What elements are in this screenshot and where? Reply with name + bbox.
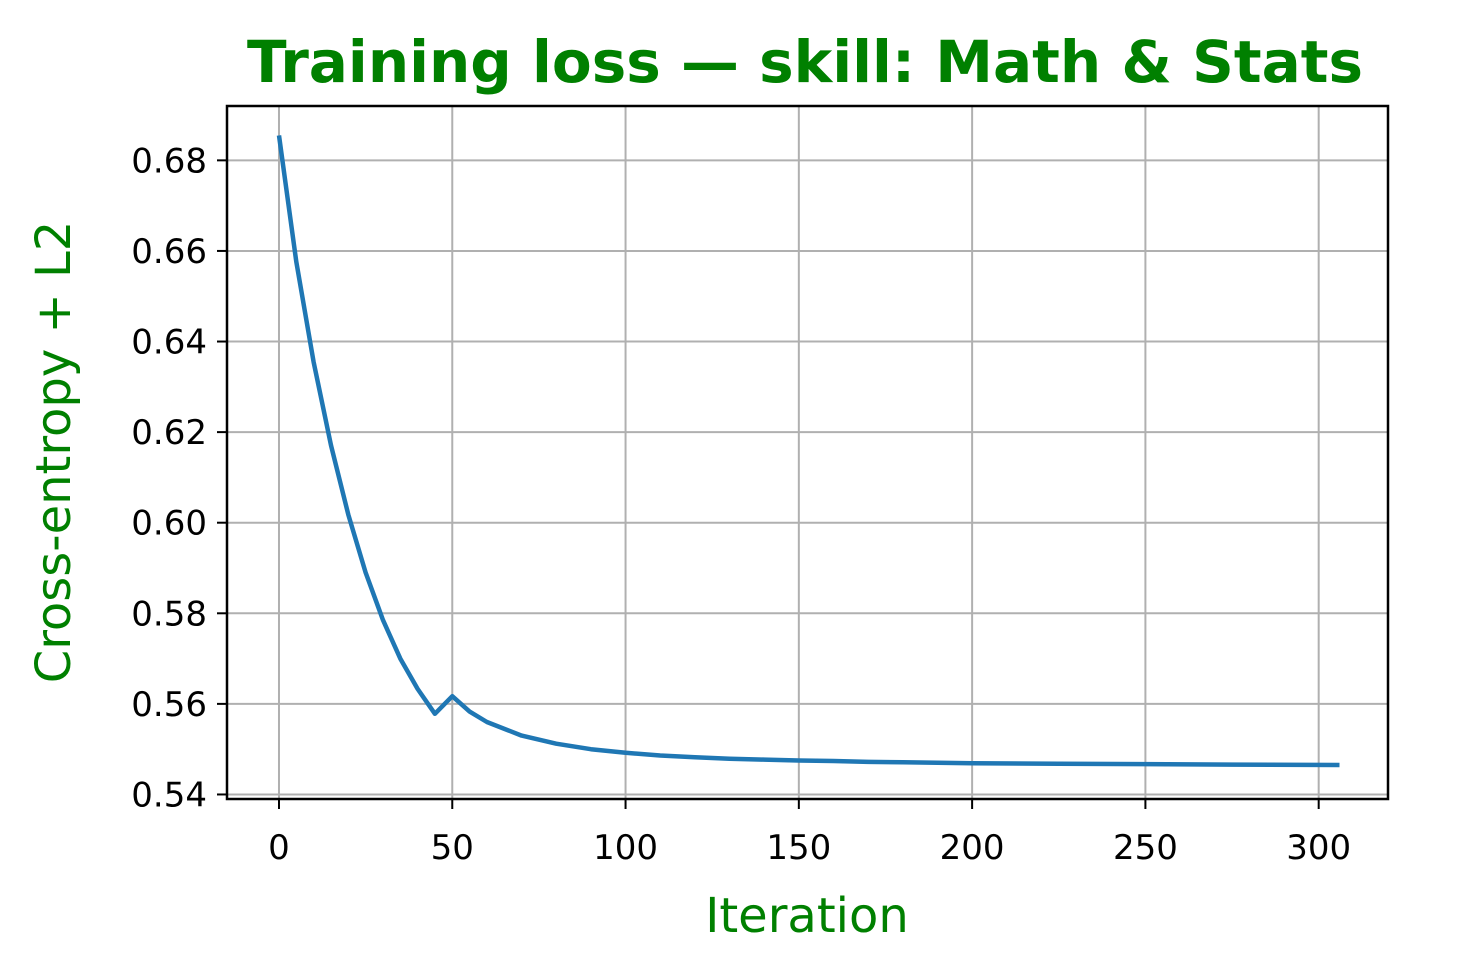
axes-frame bbox=[225, 104, 1390, 801]
x-tick-label: 150 bbox=[766, 828, 831, 868]
y-tick-label: 0.58 bbox=[131, 594, 207, 634]
y-tick-label: 0.68 bbox=[131, 141, 207, 181]
x-tick-label: 0 bbox=[268, 828, 290, 868]
x-axis-label: Iteration bbox=[705, 888, 909, 944]
grid-lines bbox=[227, 106, 1388, 799]
y-axis-label: Cross-entropy + L2 bbox=[26, 221, 82, 684]
x-tick-label: 200 bbox=[940, 828, 1005, 868]
y-tick-label: 0.54 bbox=[131, 775, 207, 815]
x-tick-label: 50 bbox=[431, 828, 474, 868]
x-tick-label: 100 bbox=[593, 828, 658, 868]
y-tick-label: 0.66 bbox=[131, 232, 207, 272]
x-tick-label: 250 bbox=[1113, 828, 1178, 868]
y-tick-label: 0.60 bbox=[131, 504, 207, 544]
series-layer bbox=[276, 135, 1340, 768]
loss-series-line bbox=[276, 135, 1340, 768]
ticks-layer: 0 50 100 150 200 250 300 0.54 0.56 0.58 0.60 0.62 0.… bbox=[131, 141, 1351, 868]
y-tick-label: 0.56 bbox=[131, 685, 207, 725]
y-tick-label: 0.64 bbox=[131, 323, 207, 363]
x-tick-label: 300 bbox=[1286, 828, 1351, 868]
chart-title: Training loss — skill: Math & Stats bbox=[247, 28, 1363, 96]
y-tick-label: 0.62 bbox=[131, 413, 207, 453]
